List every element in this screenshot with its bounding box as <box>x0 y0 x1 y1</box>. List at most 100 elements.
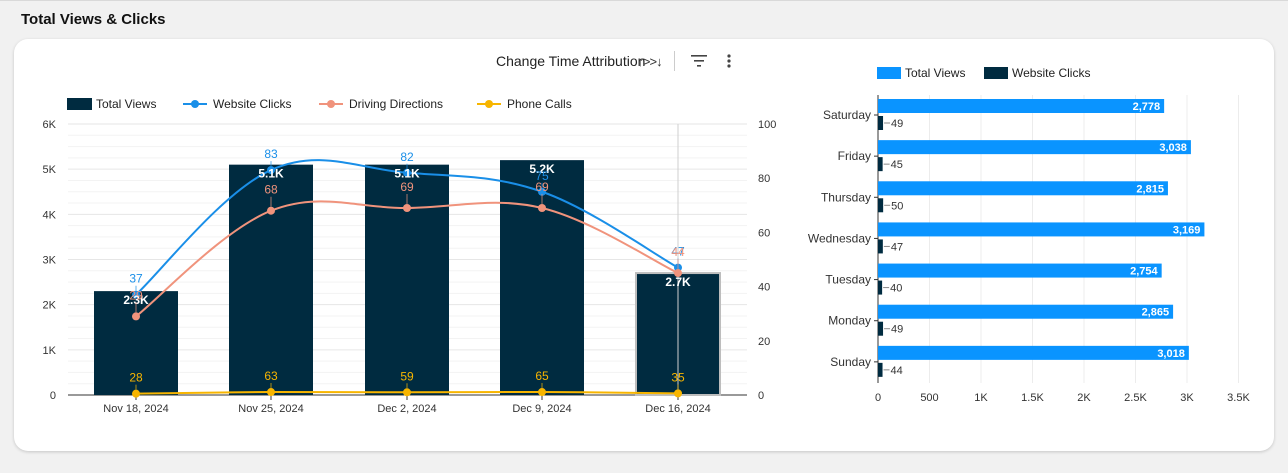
bar-website-clicks <box>878 239 883 254</box>
phone-calls-data-label: 65 <box>535 369 549 383</box>
phone-calls-point <box>538 388 546 397</box>
website-clicks-data-label: 75 <box>535 169 549 183</box>
y-left-tick-label: 6K <box>43 119 57 131</box>
bar-website-clicks <box>878 198 884 213</box>
category-label: Saturday <box>823 108 871 122</box>
legend-swatch-total-views <box>67 98 92 110</box>
driving-directions-point <box>267 206 275 215</box>
y-left-tick-label: 3K <box>43 255 57 267</box>
x-tick-label: Dec 9, 2024 <box>512 403 571 415</box>
bar-data-label: 5.1K <box>258 167 284 181</box>
legend-marker-website-clicks <box>191 100 199 108</box>
bar-total-views <box>878 99 1165 113</box>
bar-data-label: 2.3K <box>123 293 149 307</box>
bar-views-data-label: 2,778 <box>1133 101 1161 113</box>
x-tick-label: 500 <box>920 392 938 404</box>
legend-label-website-clicks: Website Clicks <box>1012 66 1090 80</box>
website-clicks-data-label: 82 <box>400 150 414 164</box>
sort-arrows-icon[interactable]: ↑>>↓ <box>637 53 662 69</box>
x-tick-label: Nov 18, 2024 <box>103 403 168 415</box>
phone-calls-point <box>267 388 275 397</box>
bar-data-label: 5.2K <box>529 162 555 176</box>
more-options-icon[interactable] <box>719 51 739 71</box>
bar-clicks-data-label: 50 <box>891 200 903 212</box>
website-clicks-data-label: 37 <box>129 272 143 286</box>
bar-total-views <box>878 304 1174 319</box>
x-tick-label: 3.5K <box>1227 392 1250 404</box>
phone-calls-data-label: 59 <box>400 369 414 383</box>
x-tick-label: 2.5K <box>1124 392 1147 404</box>
phone-calls-data-label: 63 <box>264 369 278 383</box>
website-clicks-point <box>132 290 140 299</box>
x-tick-label: 0 <box>875 392 881 404</box>
driving-directions-data-label: 29 <box>129 288 143 302</box>
y-left-tick-label: 1K <box>43 345 57 357</box>
bar-clicks-data-label: 45 <box>891 159 903 171</box>
driving-directions-point <box>132 312 140 321</box>
y-left-tick-label: 0 <box>50 390 56 402</box>
legend-label-driving-directions: Driving Directions <box>349 97 443 111</box>
category-label: Sunday <box>830 355 871 369</box>
legend-label-total-views: Total Views <box>905 66 965 80</box>
legend-marker-driving-directions <box>327 100 335 108</box>
legend-label-total-views: Total Views <box>96 97 156 111</box>
bar-data-label: 2.7K <box>665 275 691 289</box>
website-clicks-point <box>403 168 411 177</box>
bar-views-data-label: 3,038 <box>1159 142 1187 154</box>
category-label: Wednesday <box>808 231 871 245</box>
website-clicks-data-label: 83 <box>264 147 278 161</box>
driving-directions-point <box>674 269 682 278</box>
y-left-tick-label: 4K <box>43 209 57 221</box>
bar-data-label: 5.1K <box>394 167 420 181</box>
y-left-tick-label: 2K <box>43 300 57 312</box>
driving-directions-point <box>403 204 411 213</box>
bar-website-clicks <box>878 280 883 295</box>
driving-directions-data-label: 44 <box>671 245 685 259</box>
category-label: Monday <box>828 314 871 328</box>
x-tick-label: 3K <box>1180 392 1194 404</box>
x-tick-label: Nov 25, 2024 <box>238 403 303 415</box>
y-right-tick-label: 20 <box>758 336 770 348</box>
driving-directions-data-label: 69 <box>400 180 414 194</box>
phone-calls-point <box>403 388 411 397</box>
phone-calls-point <box>132 389 140 398</box>
driving-directions-point <box>538 204 546 213</box>
category-label: Tuesday <box>825 273 871 287</box>
category-label: Friday <box>838 149 871 163</box>
x-tick-label: 2K <box>1077 392 1091 404</box>
bar-website-clicks <box>878 157 883 172</box>
y-right-tick-label: 100 <box>758 119 776 131</box>
y-right-tick-label: 60 <box>758 227 770 239</box>
bar-total-views <box>878 263 1162 278</box>
chart-toolbar: Change Time Attribution ↑>>↓ <box>496 49 739 73</box>
change-time-attribution-button[interactable]: Change Time Attribution <box>496 53 646 69</box>
x-tick-label: 1.5K <box>1021 392 1044 404</box>
phone-calls-data-label: 28 <box>129 371 143 385</box>
y-right-tick-label: 80 <box>758 173 770 185</box>
x-tick-label: 1K <box>974 392 988 404</box>
bar-views-data-label: 2,754 <box>1130 266 1158 278</box>
bar-clicks-data-label: 49 <box>891 118 903 130</box>
driving-directions-data-label: 68 <box>264 183 278 197</box>
filter-icon[interactable] <box>689 51 709 71</box>
bar-views-data-label: 3,018 <box>1157 348 1185 360</box>
y-left-tick-label: 5K <box>43 164 57 176</box>
legend-swatch-website-clicks <box>984 67 1008 79</box>
phone-calls-data-label: 35 <box>671 370 685 384</box>
toolbar-divider <box>673 51 675 71</box>
category-label: Thursday <box>821 190 871 204</box>
bar-views-data-label: 2,865 <box>1142 307 1170 319</box>
legend-label-phone-calls: Phone Calls <box>507 97 572 111</box>
bar-clicks-data-label: 44 <box>891 365 903 377</box>
website-clicks-data-label: 47 <box>671 245 685 259</box>
legend-marker-phone-calls <box>485 100 493 108</box>
bar-total-views <box>878 345 1189 360</box>
bar-total-views <box>878 181 1168 196</box>
bar-total-views <box>878 140 1191 155</box>
legend-swatch-total-views <box>877 67 901 79</box>
bar-total-views <box>878 222 1205 237</box>
bar-clicks-data-label: 40 <box>890 283 902 295</box>
driving-directions-data-label: 69 <box>535 180 549 194</box>
bar-clicks-data-label: 49 <box>891 324 903 336</box>
